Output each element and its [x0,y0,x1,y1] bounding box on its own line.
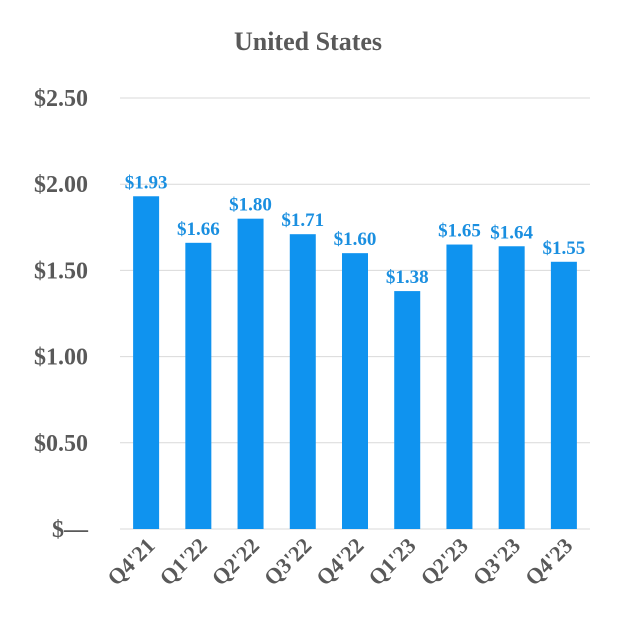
data-label: $1.60 [334,229,377,250]
data-label: $1.38 [386,267,429,288]
x-tick-label: Q4'22 [311,533,368,590]
data-label: $1.65 [438,221,481,242]
x-tick-label: Q1'23 [363,533,420,590]
bar [289,234,316,530]
bar [498,246,525,529]
y-tick-label: $1.50 [34,258,88,284]
x-tick-label: Q4'23 [520,533,577,590]
chart-title: United States [234,27,382,56]
bar [550,261,577,529]
y-tick-label: $0.50 [34,431,88,457]
x-tick-label: Q2'23 [416,533,473,590]
x-axis-ticks: Q4'21Q1'22Q2'22Q3'22Q4'22Q1'23Q2'23Q3'23… [102,533,577,590]
bar [133,196,160,529]
data-label: $1.71 [281,210,324,231]
x-tick-label: Q1'22 [154,533,211,590]
data-labels: $1.93 $1.66 $1.80 $1.71 $1.60 $1.38 $1.65 $1.64… [125,172,586,288]
data-label: $1.93 [125,172,168,193]
y-tick-label: $2.00 [34,172,88,198]
bar [342,253,368,529]
y-tick-label: $1.00 [34,345,88,371]
data-label: $1.55 [543,238,586,259]
bar [446,244,473,530]
bars [133,196,577,530]
data-label: $1.80 [229,195,272,216]
data-label: $1.66 [177,219,220,240]
bar [185,242,212,530]
x-tick-label: Q2'22 [207,533,264,590]
x-tick-label: Q4'21 [102,533,159,590]
bar [394,291,421,529]
y-axis-ticks: $— $0.50 $1.00 $1.50 $2.00 $2.50 [34,86,89,543]
y-tick-label: $— [52,517,89,543]
x-tick-label: Q3'23 [468,533,525,590]
y-tick-label: $2.50 [34,86,88,112]
bar [237,218,264,529]
data-label: $1.64 [490,222,533,243]
x-tick-label: Q3'22 [259,533,316,590]
